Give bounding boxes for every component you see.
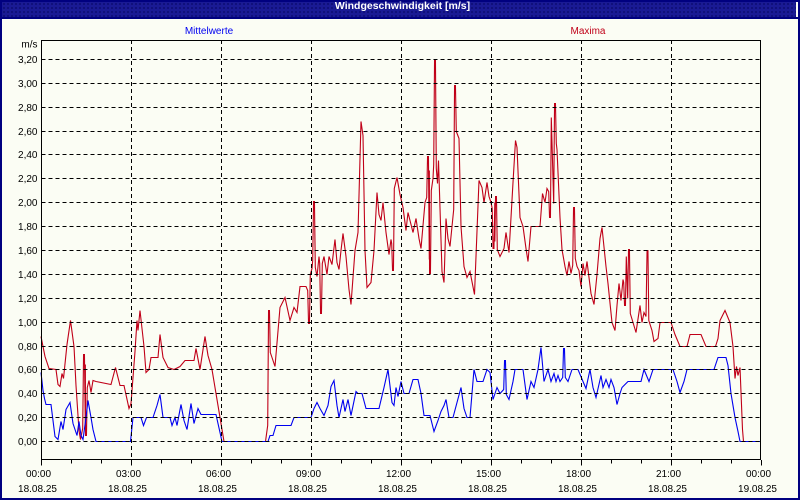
svg-text:Mittelwerte: Mittelwerte bbox=[185, 26, 234, 37]
svg-text:0,60: 0,60 bbox=[18, 365, 38, 376]
svg-text:1,40: 1,40 bbox=[18, 270, 38, 281]
svg-text:19.08.25: 19.08.25 bbox=[738, 484, 777, 495]
svg-text:15:00: 15:00 bbox=[476, 469, 501, 480]
svg-text:18.08.25: 18.08.25 bbox=[198, 484, 237, 495]
svg-text:03:00: 03:00 bbox=[116, 469, 141, 480]
svg-text:2,00: 2,00 bbox=[18, 198, 38, 209]
svg-text:m/s: m/s bbox=[21, 40, 37, 51]
svg-text:18.08.25: 18.08.25 bbox=[288, 484, 327, 495]
svg-text:18.08.25: 18.08.25 bbox=[648, 484, 687, 495]
svg-text:06:00: 06:00 bbox=[206, 469, 231, 480]
svg-text:21:00: 21:00 bbox=[656, 469, 681, 480]
svg-text:0,00: 0,00 bbox=[18, 437, 38, 448]
svg-text:00:00: 00:00 bbox=[746, 469, 771, 480]
svg-text:18.08.25: 18.08.25 bbox=[558, 484, 597, 495]
svg-text:3,00: 3,00 bbox=[18, 79, 38, 90]
svg-text:18.08.25: 18.08.25 bbox=[468, 484, 507, 495]
svg-text:3,20: 3,20 bbox=[18, 55, 38, 66]
svg-text:Maxima: Maxima bbox=[570, 26, 605, 37]
svg-text:18.08.25: 18.08.25 bbox=[18, 484, 57, 495]
svg-text:1,20: 1,20 bbox=[18, 294, 38, 305]
svg-text:18.08.25: 18.08.25 bbox=[108, 484, 147, 495]
svg-text:2,20: 2,20 bbox=[18, 174, 38, 185]
svg-text:09:00: 09:00 bbox=[296, 469, 321, 480]
svg-text:2,60: 2,60 bbox=[18, 127, 38, 138]
svg-text:0,80: 0,80 bbox=[18, 342, 38, 353]
svg-text:2,80: 2,80 bbox=[18, 103, 38, 114]
svg-text:1,00: 1,00 bbox=[18, 318, 38, 329]
svg-text:18.08.25: 18.08.25 bbox=[378, 484, 417, 495]
svg-text:2,40: 2,40 bbox=[18, 150, 38, 161]
svg-text:18:00: 18:00 bbox=[566, 469, 591, 480]
svg-text:00:00: 00:00 bbox=[26, 469, 51, 480]
svg-text:0,40: 0,40 bbox=[18, 389, 38, 400]
svg-text:1,80: 1,80 bbox=[18, 222, 38, 233]
svg-text:0,20: 0,20 bbox=[18, 413, 38, 424]
svg-text:1,60: 1,60 bbox=[18, 246, 38, 257]
svg-text:12:00: 12:00 bbox=[386, 469, 411, 480]
